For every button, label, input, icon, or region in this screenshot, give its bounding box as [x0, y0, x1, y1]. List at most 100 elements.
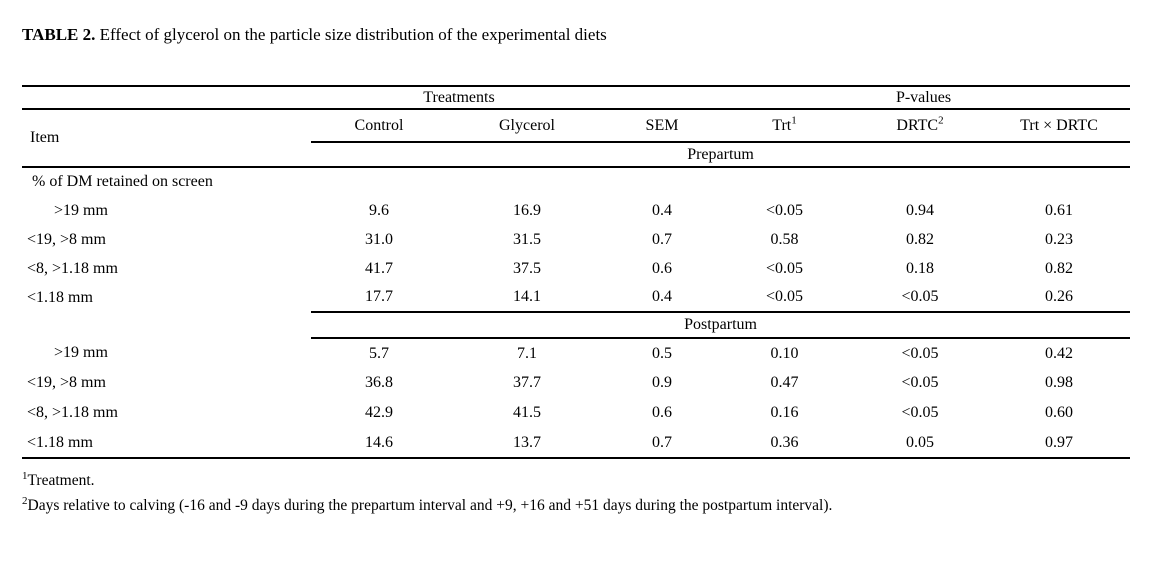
data-cell: 0.6	[652, 404, 672, 421]
data-cell: 0.05	[852, 428, 988, 459]
spacer-cell	[22, 85, 311, 110]
data-cell: 0.9	[652, 374, 672, 391]
col-header-trt: Trt1	[717, 109, 852, 143]
row-label-dm-retained: % of DM retained on screen	[32, 173, 213, 190]
data-cell: <0.05	[901, 374, 939, 391]
row-label: <19, >8 mm	[27, 230, 106, 248]
col-header-trt-x-drtc: Trt × DRTC	[988, 109, 1131, 143]
table-caption-number: TABLE 2.	[22, 25, 96, 44]
data-cell: 13.7	[447, 428, 607, 459]
footnote-treatment: 1Treatment.	[22, 468, 1152, 493]
data-cell: 0.98	[1045, 374, 1074, 391]
data-cell: <0.05	[901, 404, 939, 421]
spacer-cell	[607, 85, 717, 110]
group-header-treatments: Treatments	[311, 85, 607, 110]
table-row: % of DM retained on screen	[22, 167, 1130, 196]
data-cell: 0.23	[1045, 230, 1074, 248]
row-label: >19 mm	[54, 201, 108, 219]
data-cell: 36.8	[365, 374, 393, 391]
footnote-marker: 1	[791, 114, 797, 127]
data-cell: 0.6	[652, 259, 672, 277]
section-header-prepartum: Prepartum	[311, 142, 1131, 168]
data-cell: 31.5	[513, 230, 541, 248]
footnote-text: Days relative to calving (-16 and -9 day…	[27, 497, 833, 514]
table-row: <8, >1.18 mm 42.9 41.5 0.6 0.16 <0.05 0.…	[22, 398, 1130, 428]
table-row: <1.18 mm 14.6 13.7 0.7 0.36 0.05 0.97	[22, 428, 1131, 459]
data-cell: 42.9	[365, 404, 393, 421]
table-row: Postpartum	[22, 312, 1131, 339]
table-row: Prepartum	[22, 142, 1131, 168]
data-cell: 0.36	[717, 428, 852, 459]
data-cell: <0.05	[765, 201, 804, 219]
data-cell: 14.6	[311, 428, 447, 459]
col-header-drtc-label: DRTC	[896, 116, 939, 134]
data-cell: 16.9	[513, 201, 541, 219]
data-cell: 0.42	[1045, 344, 1074, 362]
data-cell: 0.58	[770, 230, 799, 248]
spacer-cell	[22, 312, 311, 338]
data-cell: 0.4	[652, 201, 672, 219]
data-table: Treatments P-values Item Control Glycero…	[22, 85, 1131, 459]
table-row: <19, >8 mm 31.0 31.5 0.7 0.58 0.82 0.23	[22, 225, 1130, 254]
data-cell: 7.1	[517, 344, 537, 362]
data-cell: 41.7	[365, 259, 393, 277]
col-header-item: Item	[22, 109, 311, 168]
data-cell: 41.5	[513, 404, 541, 421]
data-cell: 0.18	[906, 259, 934, 277]
data-cell: 0.5	[652, 344, 672, 362]
data-cell: <0.05	[852, 283, 988, 313]
table-row: Item Control Glycerol SEM Trt1 DRTC2 Trt…	[22, 109, 1131, 168]
data-cell: 0.60	[1045, 404, 1074, 421]
data-cell: 0.16	[770, 404, 799, 421]
col-header-control: Control	[311, 109, 447, 143]
data-cell: 37.5	[513, 259, 541, 277]
footnote-marker: 2	[22, 494, 28, 507]
data-cell: 0.97	[988, 428, 1131, 459]
footnote-text: Treatment.	[27, 472, 95, 489]
col-header-sem: SEM	[607, 109, 717, 143]
group-header-pvalues: P-values	[717, 85, 1131, 110]
col-header-drtc: DRTC2	[852, 109, 988, 143]
table-row: <8, >1.18 mm 41.7 37.5 0.6 <0.05 0.18 0.…	[22, 254, 1130, 283]
data-cell: 0.7	[607, 428, 717, 459]
row-label: >19 mm	[54, 344, 108, 361]
footnote-drtc: 2Days relative to calving (-16 and -9 da…	[22, 493, 1152, 518]
data-cell: 0.26	[988, 283, 1131, 313]
table-row: >19 mm 9.6 16.9 0.4 <0.05 0.94 0.61	[22, 196, 1130, 225]
col-header-glycerol: Glycerol	[447, 109, 607, 143]
data-cell: 0.7	[652, 230, 672, 248]
footnote-marker: 1	[22, 469, 28, 482]
data-cell: 5.7	[369, 344, 389, 362]
data-cell: 17.7	[311, 283, 447, 313]
table-caption: TABLE 2. Effect of glycerol on the parti…	[22, 25, 1152, 45]
table-row: >19 mm 5.7 7.1 0.5 0.10 <0.05 0.42	[22, 338, 1130, 368]
data-cell: 9.6	[369, 201, 389, 219]
data-cell: 0.4	[607, 283, 717, 313]
data-cell: 0.61	[1045, 201, 1074, 219]
footnotes: 1Treatment. 2Days relative to calving (-…	[22, 468, 1152, 518]
section-header-postpartum: Postpartum	[311, 312, 1131, 339]
data-cell: <0.05	[717, 283, 852, 313]
col-header-trt-label: Trt	[772, 116, 792, 134]
row-label: <8, >1.18 mm	[27, 404, 118, 421]
data-cell: 0.94	[906, 201, 934, 219]
data-cell: 0.82	[1045, 259, 1074, 277]
table-caption-text: Effect of glycerol on the particle size …	[99, 25, 607, 44]
data-cell: 14.1	[447, 283, 607, 313]
spacer-cell	[311, 167, 1130, 196]
data-cell: 0.10	[770, 344, 799, 362]
row-label: <1.18 mm	[22, 428, 311, 459]
data-cell: <0.05	[765, 259, 804, 277]
table-row: Treatments P-values	[22, 85, 1131, 110]
data-cell: 37.7	[513, 374, 541, 391]
row-label: <1.18 mm	[27, 288, 93, 306]
data-cell: 0.82	[906, 230, 934, 248]
row-label: <8, >1.18 mm	[27, 259, 118, 277]
footnote-marker: 2	[938, 114, 944, 127]
row-label: <19, >8 mm	[27, 374, 106, 391]
table-row: <19, >8 mm 36.8 37.7 0.9 0.47 <0.05 0.98	[22, 368, 1130, 398]
data-cell: 31.0	[365, 230, 393, 248]
data-cell: 0.47	[770, 374, 799, 391]
table-row: <1.18 mm 17.7 14.1 0.4 <0.05 <0.05 0.26	[22, 283, 1131, 313]
data-cell: <0.05	[901, 344, 939, 362]
